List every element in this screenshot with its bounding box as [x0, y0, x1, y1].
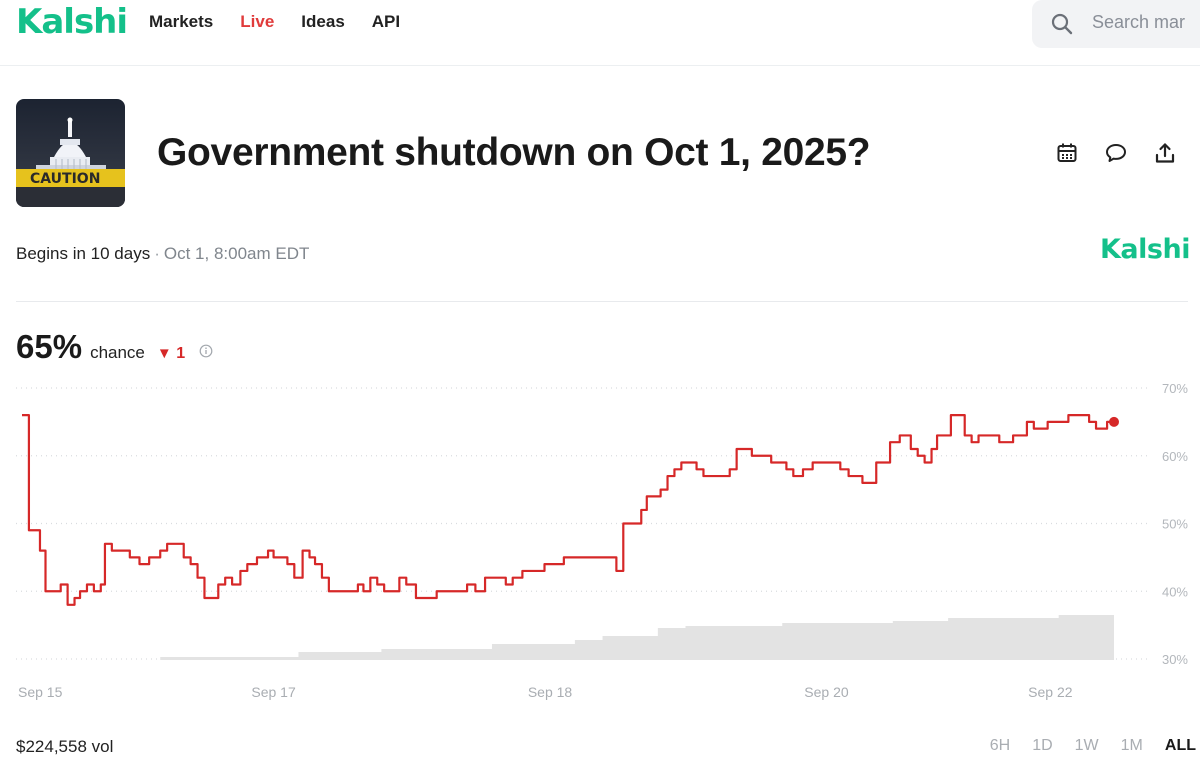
- x-tick-label: Sep 18: [528, 684, 573, 700]
- range-1w[interactable]: 1W: [1074, 737, 1099, 754]
- meta-separator: ·: [154, 244, 160, 263]
- y-tick-label: 50%: [1162, 517, 1188, 532]
- range-all[interactable]: ALL: [1164, 737, 1196, 754]
- begins-in-text: Begins in 10 days: [16, 244, 151, 263]
- nav-markets[interactable]: Markets: [149, 12, 214, 31]
- nav-api[interactable]: API: [371, 12, 401, 31]
- kalshi-logo[interactable]: Kalshi: [16, 2, 128, 42]
- down-arrow-icon: ▼: [156, 345, 172, 362]
- range-1m[interactable]: 1M: [1120, 737, 1143, 754]
- price-history-chart[interactable]: 70% 60% 50% 40% 30% Sep 15 Sep 17 Sep 18 Sep 20…: [0, 370, 1200, 710]
- market-thumbnail: CAUTION: [16, 99, 125, 207]
- share-icon[interactable]: [1153, 140, 1177, 166]
- search-input[interactable]: Search mar: [1032, 0, 1200, 48]
- top-navigation-bar: Kalshi Markets Live Ideas API Search mar: [0, 0, 1200, 66]
- caution-tape-text: CAUTION: [30, 171, 100, 187]
- x-tick-label: Sep 17: [251, 684, 296, 700]
- x-tick-label: Sep 20: [804, 684, 849, 700]
- y-tick-label: 70%: [1162, 381, 1188, 396]
- y-tick-label: 40%: [1162, 584, 1188, 599]
- market-title: Government shutdown on Oct 1, 2025?: [157, 131, 871, 174]
- section-divider: [16, 301, 1188, 302]
- x-tick-label: Sep 22: [1028, 684, 1073, 700]
- x-tick-label: Sep 15: [18, 684, 63, 700]
- x-axis-ticks: Sep 15 Sep 17 Sep 18 Sep 20 Sep 22: [18, 684, 1073, 700]
- search-icon: [1051, 13, 1073, 35]
- kalshi-brand-label: Kalshi: [1100, 234, 1190, 265]
- time-range-selector: 6H 1D 1W 1M ALL: [968, 737, 1196, 755]
- chance-summary: 65% chance ▼ 1: [16, 328, 213, 366]
- volume-area: [22, 613, 1114, 660]
- chance-percent: 65%: [16, 328, 83, 365]
- capitol-caution-image: CAUTION: [16, 99, 125, 207]
- y-tick-label: 30%: [1162, 652, 1188, 667]
- event-datetime: Oct 1, 8:00am EDT: [163, 244, 310, 263]
- info-icon[interactable]: [199, 344, 213, 358]
- price-line: [22, 414, 1114, 606]
- search-placeholder: Search mar: [1092, 12, 1186, 32]
- market-actions: [1055, 140, 1177, 166]
- chance-label: chance: [90, 343, 145, 362]
- chance-change-value: 1: [176, 345, 186, 362]
- nav-live[interactable]: Live: [240, 12, 275, 31]
- volume-label: $224,558 vol: [16, 737, 114, 756]
- range-1d[interactable]: 1D: [1032, 737, 1053, 754]
- market-timing: Begins in 10 days · Oct 1, 8:00am EDT: [16, 244, 309, 264]
- y-axis-ticks: 70% 60% 50% 40% 30%: [1162, 381, 1188, 667]
- chance-change: ▼ 1: [157, 345, 185, 363]
- nav-ideas[interactable]: Ideas: [301, 12, 345, 31]
- range-6h[interactable]: 6H: [989, 737, 1011, 754]
- comment-icon[interactable]: [1104, 140, 1128, 166]
- calendar-icon[interactable]: [1055, 140, 1079, 166]
- y-tick-label: 60%: [1162, 449, 1188, 464]
- main-nav: Markets Live Ideas API: [149, 12, 427, 32]
- current-price-dot: [1109, 416, 1119, 427]
